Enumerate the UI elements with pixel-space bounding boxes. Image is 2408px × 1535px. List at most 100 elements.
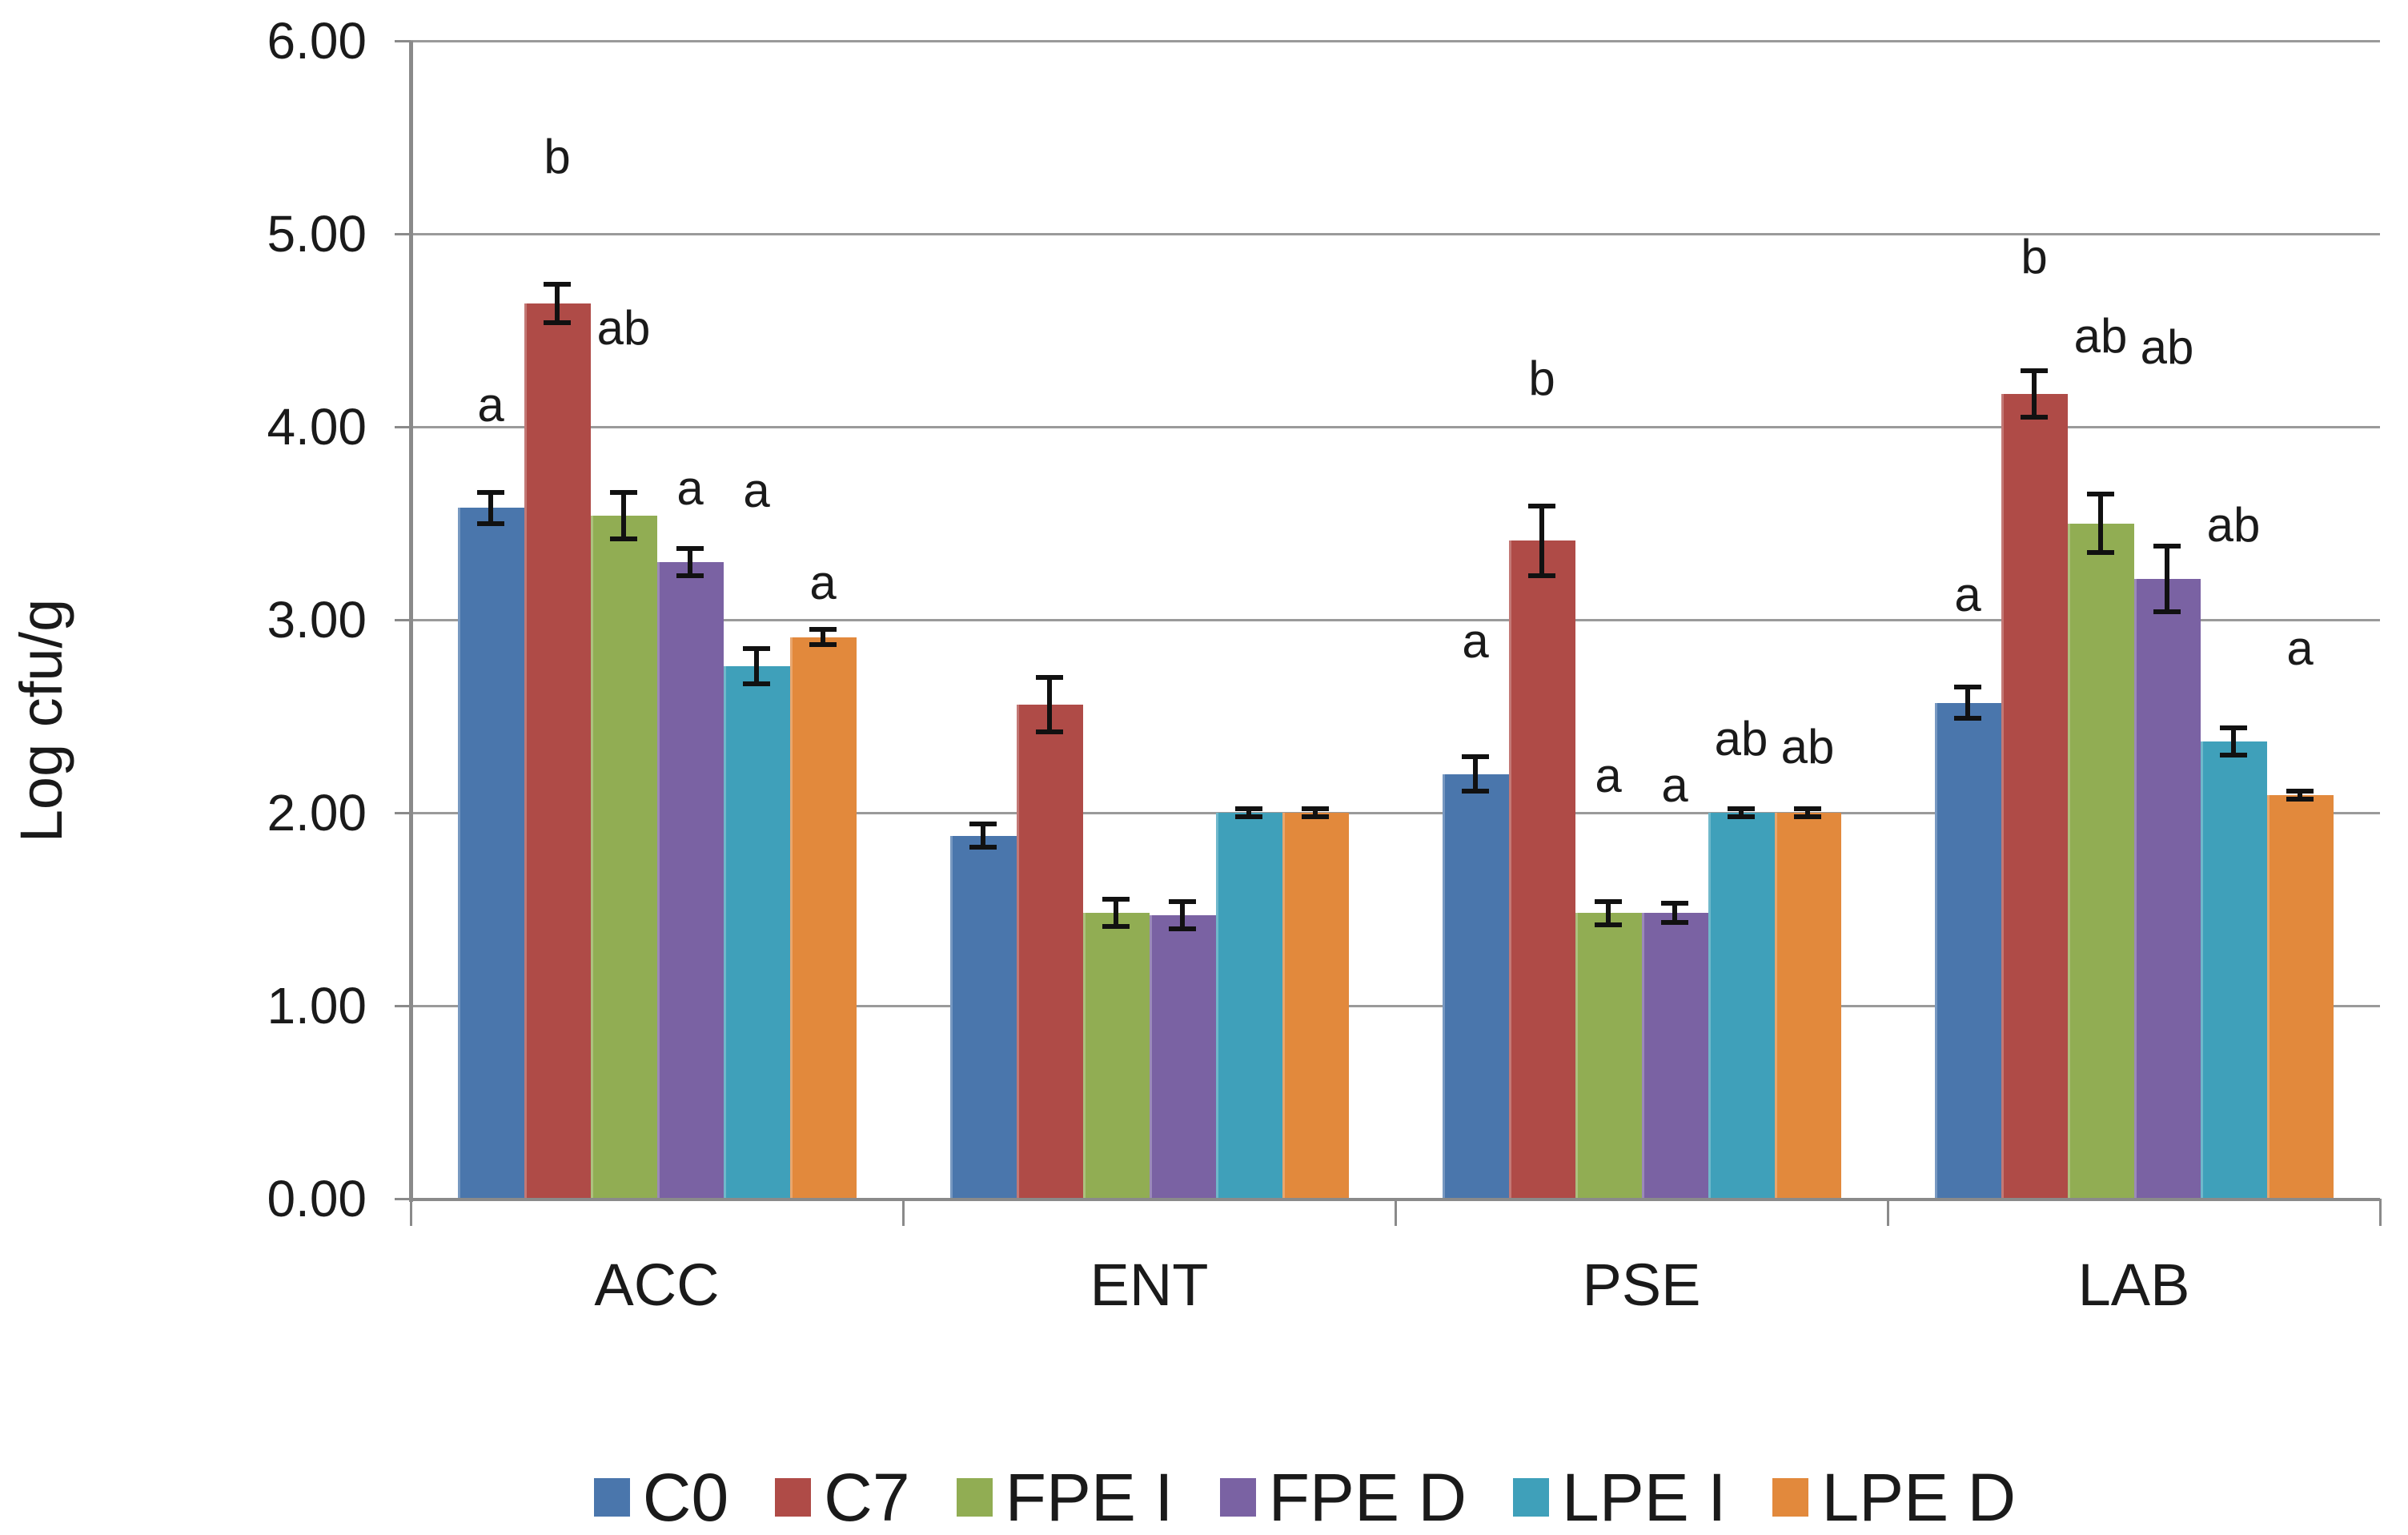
significance-letter: a: [2286, 621, 2314, 676]
legend-item-lpe-d: LPE D: [1772, 1461, 2016, 1534]
legend-label: LPE D: [1821, 1460, 2017, 1535]
error-bar-cap-top: [1528, 503, 1555, 508]
y-tick-label: 6.00: [267, 12, 367, 70]
error-bar: [2098, 494, 2103, 553]
legend-label: C0: [642, 1460, 729, 1535]
y-tick-mark: [395, 812, 411, 814]
gridline-4.00: [411, 426, 2380, 428]
error-bar-cap-top: [1302, 806, 1329, 812]
error-bar-cap-top: [2153, 544, 2181, 549]
significance-letter: a: [1661, 758, 1688, 813]
x-tick-mark: [1887, 1199, 1889, 1226]
bar-ent-fpe-i: [1082, 913, 1150, 1199]
y-tick-label: 1.00: [267, 977, 367, 1035]
significance-letter: a: [1954, 567, 1981, 621]
y-tick-mark: [395, 619, 411, 621]
bar-acc-lpe-i: [723, 665, 790, 1199]
error-bar-cap-top: [1169, 898, 1196, 904]
error-bar-cap-bottom: [610, 536, 637, 541]
bar-pse-fpe-i: [1575, 913, 1642, 1199]
error-bar-cap-top: [1462, 754, 1489, 760]
error-bar: [1965, 687, 1970, 718]
error-bar-cap-bottom: [544, 319, 571, 325]
bar-lab-c7: [2001, 394, 2068, 1199]
y-tick-label: 3.00: [267, 591, 367, 649]
legend-item-lpe-i: LPE I: [1512, 1461, 1726, 1534]
legend-swatch-icon: [775, 1478, 812, 1517]
legend-swatch-icon: [956, 1478, 993, 1517]
bar-pse-lpe-i: [1708, 813, 1775, 1199]
error-bar: [2032, 371, 2037, 417]
significance-letter: a: [477, 378, 504, 432]
error-bar-cap-top: [610, 489, 637, 495]
significance-letter: a: [743, 463, 770, 517]
error-bar: [488, 492, 493, 524]
legend-swatch-icon: [1512, 1478, 1549, 1517]
bar-pse-c7: [1508, 540, 1575, 1199]
error-bar: [1672, 903, 1677, 923]
error-bar-cap-bottom: [1036, 729, 1063, 734]
legend-label: FPE D: [1268, 1460, 1467, 1535]
error-bar-cap-bottom: [2021, 414, 2048, 420]
bar-ent-c7: [1016, 705, 1083, 1199]
x-tick-mark: [902, 1199, 905, 1226]
error-bar: [1739, 809, 1744, 817]
bar-acc-lpe-d: [789, 637, 857, 1199]
error-bar: [1606, 901, 1611, 925]
error-bar-cap-top: [969, 822, 997, 827]
error-bar-cap-top: [2220, 725, 2247, 730]
error-bar-cap-top: [743, 646, 770, 652]
error-bar: [688, 548, 692, 576]
error-bar-cap-bottom: [477, 520, 504, 526]
bar-acc-fpe-i: [590, 515, 657, 1199]
error-bar-cap-bottom: [1102, 924, 1130, 930]
error-bar-cap-bottom: [1595, 922, 1622, 927]
bar-lab-fpe-i: [2067, 523, 2134, 1199]
error-bar: [754, 649, 759, 684]
error-bar-cap-top: [1728, 806, 1755, 812]
error-bar-cap-top: [1794, 806, 1821, 812]
error-bar-cap-top: [1595, 898, 1622, 904]
y-tick-label: 4.00: [267, 398, 367, 456]
bar-ent-fpe-d: [1149, 914, 1216, 1199]
error-bar-cap-bottom: [1302, 814, 1329, 819]
y-axis-line: [409, 41, 413, 1202]
x-tick-mark: [1395, 1199, 1397, 1226]
error-bar-cap-top: [2021, 368, 2048, 374]
significance-letter: ab: [2140, 320, 2194, 375]
bar-acc-fpe-d: [656, 561, 724, 1199]
significance-letter: ab: [2206, 497, 2261, 552]
significance-letter: ab: [2073, 308, 2128, 363]
x-category-label-lab: LAB: [2077, 1252, 2190, 1318]
x-category-label-ent: ENT: [1090, 1252, 1209, 1318]
y-tick-mark: [395, 426, 411, 428]
error-bar: [2165, 546, 2169, 613]
error-bar-cap-bottom: [2153, 609, 2181, 615]
error-bar: [1180, 901, 1185, 929]
x-tick-mark: [410, 1199, 412, 1226]
bar-lab-lpe-d: [2266, 795, 2334, 1199]
significance-letter: ab: [596, 301, 651, 356]
gridline-5.00: [411, 233, 2380, 235]
bar-pse-fpe-d: [1641, 913, 1708, 1199]
legend-swatch-icon: [1219, 1478, 1256, 1517]
bar-ent-c0: [949, 835, 1017, 1199]
bar-acc-c7: [524, 303, 591, 1199]
y-tick-mark: [395, 233, 411, 235]
x-tick-mark: [2379, 1199, 2382, 1226]
error-bar-cap-top: [477, 489, 504, 495]
error-bar-cap-top: [676, 545, 704, 551]
significance-letter: b: [1528, 351, 1555, 405]
error-bar: [1539, 505, 1544, 576]
error-bar-cap-bottom: [1661, 920, 1688, 926]
gridline-6.00: [411, 40, 2380, 42]
bar-lab-lpe-i: [2200, 741, 2267, 1199]
bar-lab-c0: [1934, 702, 2001, 1199]
error-bar-cap-bottom: [809, 642, 837, 648]
error-bar-cap-bottom: [1794, 814, 1821, 819]
bar-pse-c0: [1442, 774, 1509, 1199]
y-tick-mark: [395, 1005, 411, 1007]
bar-lab-fpe-d: [2133, 579, 2201, 1199]
legend-label: FPE I: [1005, 1460, 1174, 1535]
